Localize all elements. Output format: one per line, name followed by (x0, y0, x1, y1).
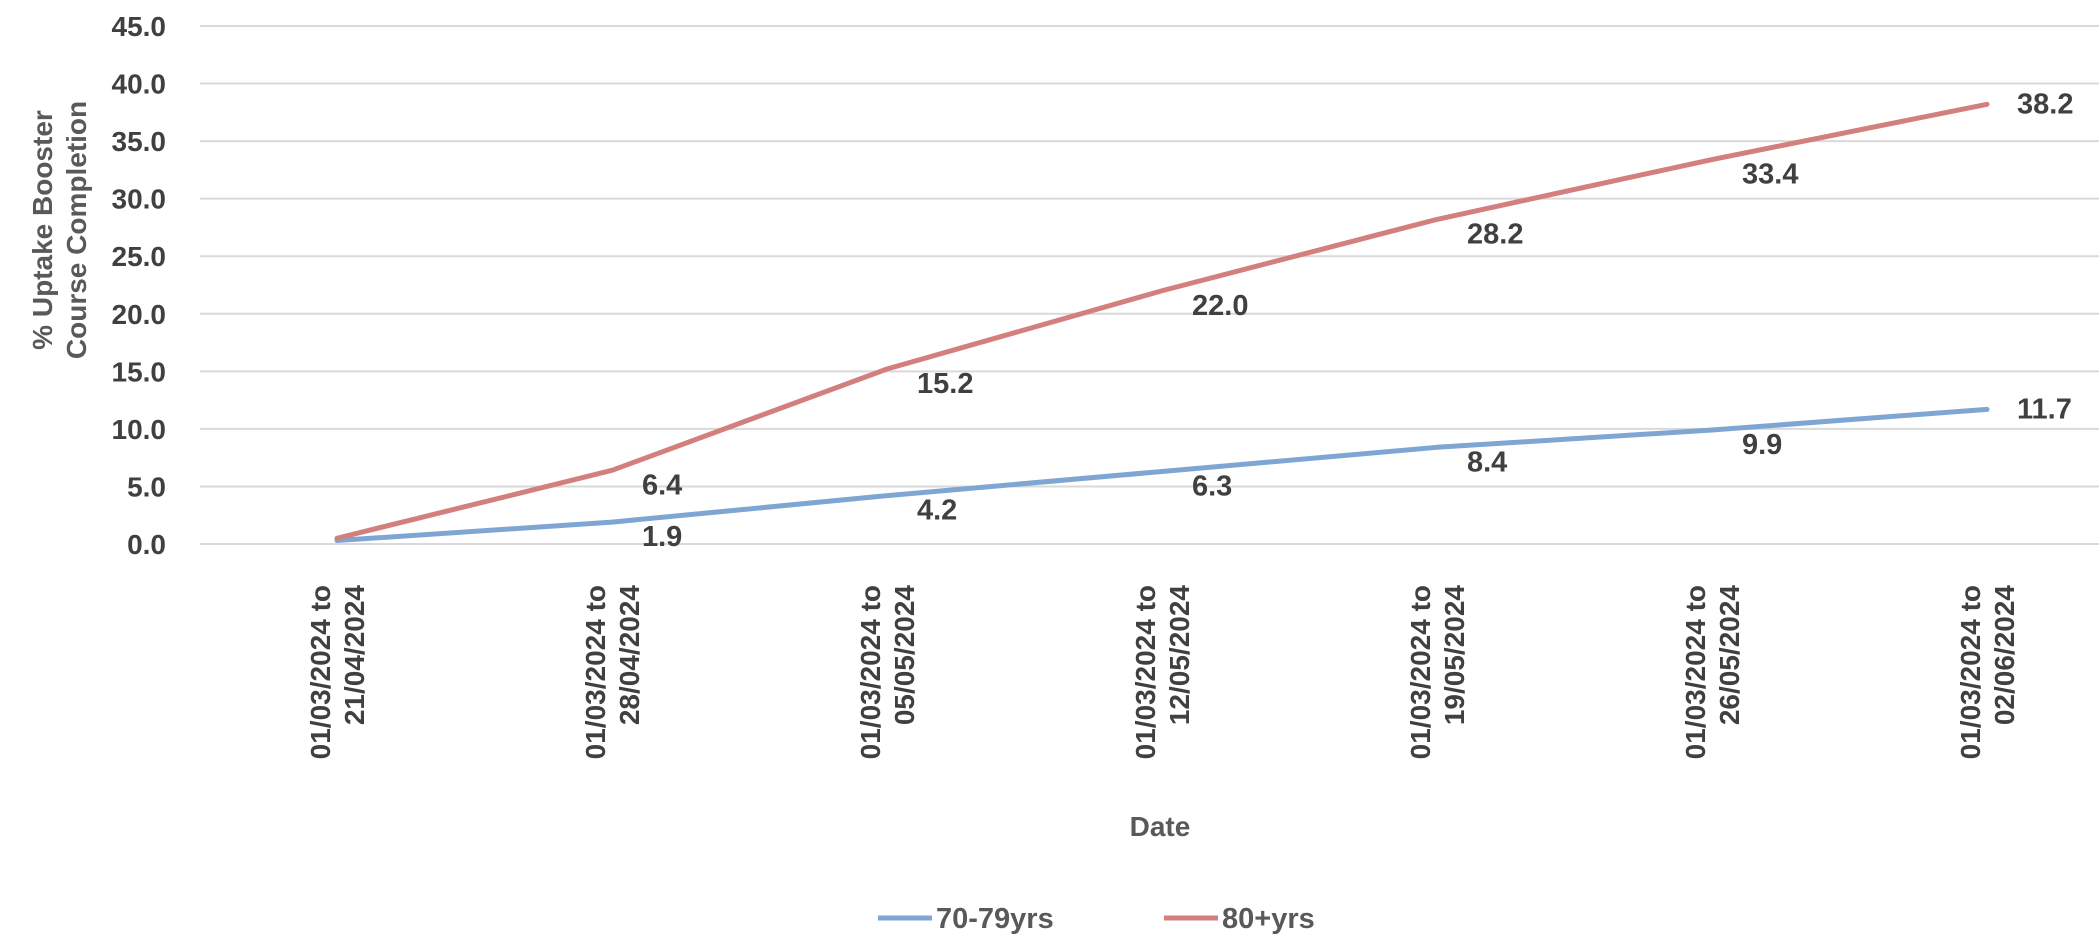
y-tick-label: 20.0 (112, 299, 167, 330)
legend: 70-79yrs 80+yrs (878, 903, 1315, 934)
legend-label-70-79yrs: 70-79yrs (936, 903, 1054, 934)
data-label: 15.2 (917, 368, 973, 400)
x-tick-label-line: 19/05/2024 (1439, 585, 1470, 726)
x-tick-label-line: 02/06/2024 (1989, 585, 2020, 726)
data-label: 33.4 (1742, 159, 1798, 191)
data-label: 6.3 (1192, 470, 1232, 502)
y-axis-title: % Uptake Booster Course Completion (27, 101, 92, 359)
data-label: 11.7 (2017, 393, 2072, 425)
data-label: 8.4 (1467, 446, 1507, 478)
y-tick-label: 0.0 (127, 529, 166, 560)
x-tick-label-line: 01/03/2024 to (580, 585, 611, 759)
y-tick-label: 45.0 (112, 11, 167, 42)
x-tick-label: 01/03/2024 to 12/05/2024 (1130, 585, 1195, 760)
x-tick-label-line: 01/03/2024 to (1955, 585, 1986, 759)
data-label: 38.2 (2017, 88, 2073, 120)
x-tick-label-line: 01/03/2024 to (1405, 585, 1436, 759)
x-tick-label: 01/03/2024 to 19/05/2024 (1405, 585, 1470, 760)
series-line-70-79yrs (334, 406, 1990, 544)
y-axis-ticks: 0.0 5.0 10.0 15.0 20.0 25.0 30.0 35.0 40.0 45.0 (112, 11, 167, 560)
y-tick-label: 25.0 (112, 241, 167, 272)
y-tick-label: 30.0 (112, 184, 167, 215)
series-lines (334, 101, 1990, 544)
x-tick-label-line: 05/05/2024 (889, 585, 920, 726)
data-label: 28.2 (1467, 218, 1523, 250)
data-label: 6.4 (642, 469, 682, 501)
y-axis-title-text: % Uptake Booster Course Completion (27, 101, 92, 359)
y-tick-label: 5.0 (127, 471, 166, 502)
x-tick-label: 01/03/2024 to 21/04/2024 (305, 585, 370, 760)
y-axis-title-line: % Uptake Booster (27, 110, 58, 350)
data-labels: 1.9 4.2 6.3 8.4 9.9 11.7 6.4 15.2 22.0 28.2 33.4 38… (642, 88, 2073, 553)
x-tick-label: 01/03/2024 to 05/05/2024 (855, 585, 920, 760)
data-label: 4.2 (917, 495, 957, 527)
x-tick-label-line: 01/03/2024 to (855, 585, 886, 759)
x-tick-label-line: 01/03/2024 to (1680, 585, 1711, 759)
y-tick-label: 10.0 (112, 414, 167, 445)
x-tick-label-line: 01/03/2024 to (305, 585, 336, 759)
data-label: 9.9 (1742, 429, 1782, 461)
x-tick-label-line: 21/04/2024 (339, 585, 370, 726)
x-tick-label-line: 26/05/2024 (1714, 585, 1745, 726)
x-tick-label-line: 01/03/2024 to (1130, 585, 1161, 759)
y-tick-label: 15.0 (112, 356, 167, 387)
gridlines (200, 25, 2099, 545)
x-tick-label: 01/03/2024 to 26/05/2024 (1680, 585, 1745, 760)
y-axis-title-line: Course Completion (61, 101, 92, 359)
x-tick-label-line: 28/04/2024 (614, 585, 645, 726)
series-line-80+yrs (334, 101, 1990, 541)
y-tick-label: 35.0 (112, 126, 167, 157)
data-label: 22.0 (1192, 290, 1248, 322)
x-axis-title: Date (1130, 811, 1191, 842)
x-axis-ticks: 01/03/2024 to 21/04/2024 01/03/2024 to 28/0… (305, 585, 2020, 760)
y-tick-label: 40.0 (112, 69, 167, 100)
x-tick-label: 01/03/2024 to 02/06/2024 (1955, 585, 2020, 760)
legend-label-80+yrs: 80+yrs (1222, 903, 1315, 934)
data-label: 1.9 (642, 521, 682, 553)
x-tick-label: 01/03/2024 to 28/04/2024 (580, 585, 645, 760)
x-tick-label-line: 12/05/2024 (1164, 585, 1195, 726)
